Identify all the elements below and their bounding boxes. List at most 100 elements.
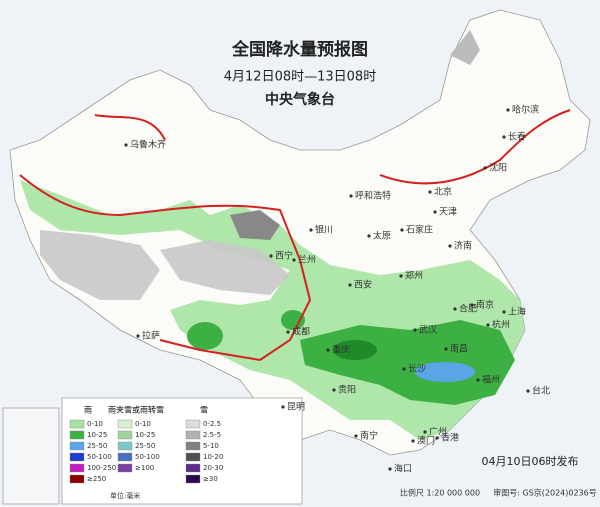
city-label: 长春 [508, 131, 526, 143]
south-sea-inset [2, 407, 60, 505]
city-dot [292, 258, 296, 262]
legend-swatch [185, 419, 201, 429]
city-label: 西安 [354, 279, 372, 291]
city-label: 海口 [394, 463, 412, 475]
legend-swatch [185, 430, 201, 440]
city-dot [413, 328, 417, 332]
legend-label: 0-2.5 [203, 420, 221, 428]
legend-swatch [117, 419, 133, 429]
legend-swatch [117, 463, 133, 473]
legend-label: 25-50 [87, 442, 107, 450]
rain-moderate [187, 322, 223, 350]
city-dot [309, 228, 313, 232]
city-label: 广州 [429, 426, 447, 438]
city-dot [486, 323, 490, 327]
city-dot [444, 347, 448, 351]
city-label: 杭州 [492, 319, 510, 331]
legend-label: ≥100 [135, 464, 154, 472]
city-dot [526, 389, 530, 393]
legend-label: 10-20 [203, 453, 223, 461]
city-label: 昆明 [287, 402, 305, 413]
approval-number: 审图号: GS京(2024)0236号 [493, 488, 596, 498]
legend-heading: 雪 [200, 406, 208, 415]
legend-swatch [69, 452, 85, 462]
city-dot [269, 254, 273, 258]
city-label: 北京 [434, 186, 452, 198]
city-label: 西宁 [275, 250, 293, 262]
legend-swatch [185, 441, 201, 451]
rain-heavy [333, 340, 377, 360]
city-label: 福州 [482, 374, 500, 386]
city-dot [400, 228, 404, 232]
city-dot [411, 439, 415, 443]
city-label: 南昌 [450, 343, 468, 355]
city-dot [428, 190, 432, 194]
snow-area [160, 240, 290, 295]
map-subtitle: 4月12日08时—13日08时 [224, 70, 376, 85]
city-dot [332, 388, 336, 392]
legend-swatch [69, 463, 85, 473]
city-label: 济南 [454, 240, 472, 252]
city-dot [399, 274, 403, 278]
snow-heavy [230, 210, 280, 240]
city-dot [354, 434, 358, 438]
legend-label: 50-100 [87, 453, 112, 461]
city-dot [435, 436, 439, 440]
legend-swatch [69, 441, 85, 451]
legend-heading: 雨 [84, 406, 92, 415]
legend-label: 10-25 [87, 431, 107, 439]
city-dot [326, 348, 330, 352]
city-dot [388, 467, 392, 471]
city-label: 南宁 [360, 430, 378, 442]
city-label: 贵阳 [338, 384, 356, 396]
legend-swatch [185, 474, 201, 484]
city-label: 乌鲁木齐 [130, 139, 166, 151]
city-label: 兰州 [298, 254, 316, 266]
city-label: 银川 [315, 224, 333, 236]
city-label: 上海 [508, 306, 526, 318]
city-dot [286, 330, 290, 334]
city-dot [348, 283, 352, 287]
city-dot [506, 108, 510, 112]
rain-moderate [281, 310, 305, 330]
legend-swatch [185, 463, 201, 473]
snow-area [40, 230, 160, 300]
city-dot [453, 307, 457, 311]
city-label: 郑州 [405, 270, 423, 282]
city-label: 香港 [441, 432, 459, 444]
city-label: 天津 [439, 207, 457, 218]
city-label: 武汉 [419, 324, 437, 336]
agency: 中央气象台 [265, 91, 335, 108]
legend-label: ≥30 [203, 475, 218, 483]
city-dot [124, 143, 128, 147]
city-dot [483, 166, 487, 170]
city-label: 呼和浩特 [355, 190, 391, 202]
city-dot [281, 405, 285, 409]
city-label: 合肥 [459, 303, 477, 315]
legend-swatch [69, 474, 85, 484]
city-dot [476, 378, 480, 382]
issue-time: 04月10日06时发布 [482, 454, 579, 468]
city-label: 哈尔滨 [512, 104, 539, 116]
city-label: 长沙 [408, 363, 426, 375]
city-label: 拉萨 [142, 330, 160, 342]
city-label: 成都 [292, 326, 310, 338]
city-label: 重庆 [332, 344, 350, 356]
legend-label: 50-100 [135, 453, 160, 461]
city-dot [502, 310, 506, 314]
legend-swatch [69, 430, 85, 440]
scale: 比例尺 1:20 000 000 [400, 488, 480, 498]
legend-label: 0-10 [87, 420, 103, 428]
city-dot [402, 367, 406, 371]
legend-label: 20-30 [203, 464, 223, 472]
legend-unit: 单位:毫米 [110, 491, 140, 500]
city-dot [423, 430, 427, 434]
legend-swatch [69, 419, 85, 429]
legend-label: 25-50 [135, 442, 155, 450]
city-dot [502, 135, 506, 139]
city-dot [448, 244, 452, 248]
legend-swatch [117, 441, 133, 451]
map-title: 全国降水量预报图 [231, 39, 368, 60]
legend-label: 2.5-5 [203, 431, 221, 439]
city-label: 南京 [476, 299, 494, 311]
